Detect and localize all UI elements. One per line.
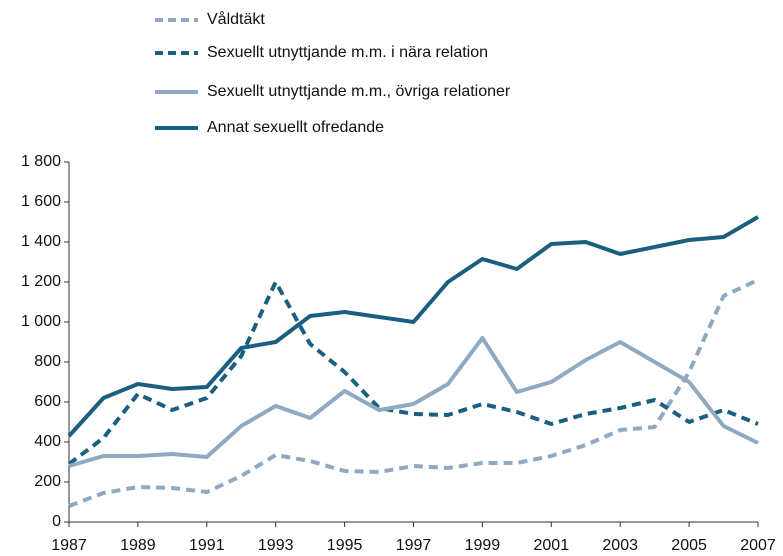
x-tick-label: 1993	[258, 537, 294, 554]
y-tick-label: 0	[52, 513, 61, 530]
x-tick-label: 1999	[465, 537, 501, 554]
legend-label: Våldtäkt	[207, 10, 265, 28]
y-tick-label: 1 400	[21, 233, 61, 250]
x-tick-label: 2001	[534, 537, 570, 554]
legend-label: Annat sexuellt ofredande	[207, 119, 384, 136]
x-tick-label: 2003	[602, 537, 638, 554]
x-tick-label: 2005	[671, 537, 707, 554]
x-tick-label: 1991	[189, 537, 225, 554]
series-line	[67, 215, 760, 438]
x-tick-label: 1997	[396, 537, 432, 554]
series-line	[68, 278, 759, 508]
y-tick-label: 1 800	[21, 153, 61, 170]
legend-label: Sexuellt utnyttjande m.m., övriga relati…	[207, 83, 511, 100]
y-tick-label: 600	[34, 393, 61, 410]
y-tick-label: 1 600	[21, 193, 61, 210]
x-tick-label: 1989	[120, 537, 156, 554]
x-tick-label: 1995	[327, 537, 363, 554]
series-line	[67, 280, 759, 466]
legend-label: Sexuellt utnyttjande m.m. i nära relatio…	[207, 44, 488, 61]
x-tick-label: 1987	[51, 537, 87, 554]
y-tick-label: 1 200	[21, 273, 61, 290]
y-tick-label: 800	[34, 353, 61, 370]
y-tick-label: 1 000	[21, 313, 61, 330]
x-tick-label: 2007	[740, 537, 776, 554]
y-tick-label: 400	[34, 433, 61, 450]
y-tick-label: 200	[34, 473, 61, 490]
series-line	[68, 336, 759, 468]
